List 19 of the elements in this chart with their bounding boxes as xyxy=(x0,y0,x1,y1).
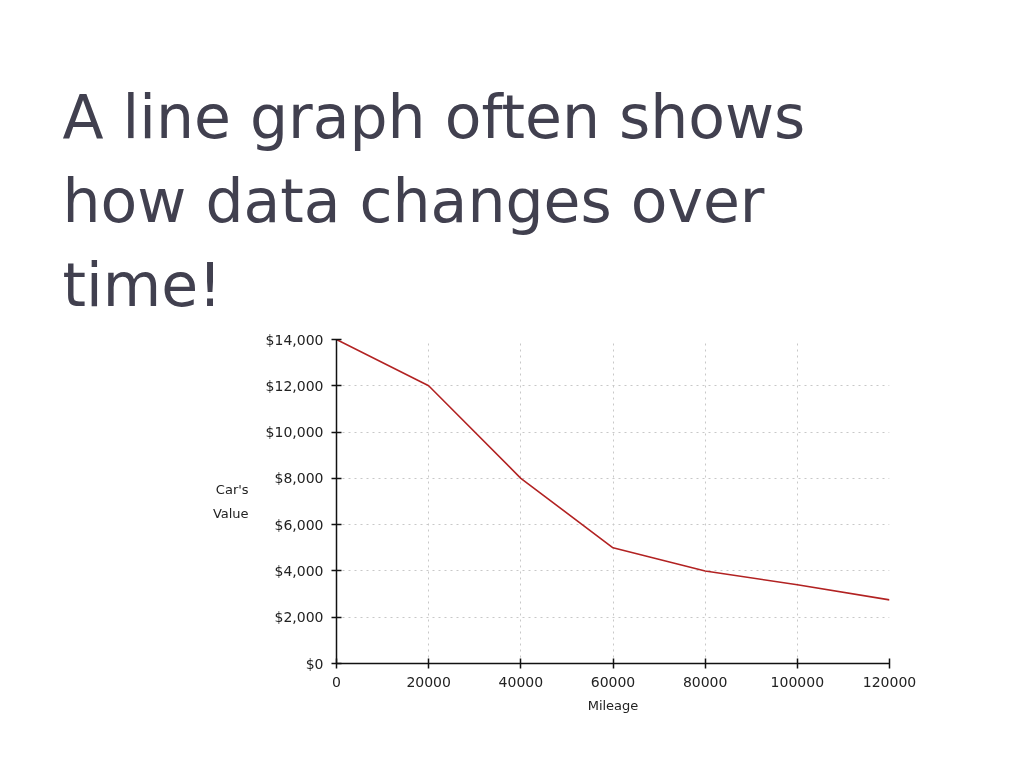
y-tick-label: $14,000 xyxy=(265,331,324,348)
x-tick-label: 60000 xyxy=(590,673,636,690)
x-tick-label: 40000 xyxy=(498,673,544,690)
x-tick-label: 100000 xyxy=(770,673,825,690)
y-axis-title: Car's Value xyxy=(212,482,249,521)
chart-title: A line graph often shows how data changes over time! xyxy=(62,81,806,320)
y-tick-label: $10,000 xyxy=(265,424,324,441)
x-tick-label: 20000 xyxy=(406,673,451,690)
y-tick-label: $8,000 xyxy=(274,470,324,487)
y-tick-label: $2,000 xyxy=(274,609,324,626)
x-tick-label: 80000 xyxy=(682,673,728,690)
x-tick-label: 120000 xyxy=(862,673,917,690)
y-tick-label: $12,000 xyxy=(265,377,324,394)
y-tick-label: $0 xyxy=(305,655,324,672)
x-axis-title: Mileage xyxy=(587,697,639,713)
y-tick-label: $6,000 xyxy=(274,516,324,533)
line-series xyxy=(336,339,890,601)
y-tick-label: $4,000 xyxy=(274,562,324,579)
x-tick-label: 0 xyxy=(332,673,341,690)
